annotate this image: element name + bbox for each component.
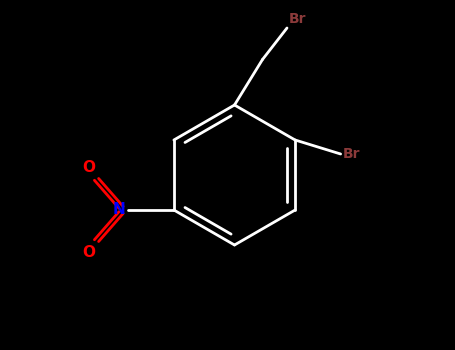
Text: Br: Br [289,12,306,26]
Text: O: O [82,245,95,260]
Text: N: N [112,203,125,217]
Text: O: O [82,160,95,175]
Text: Br: Br [342,147,360,161]
